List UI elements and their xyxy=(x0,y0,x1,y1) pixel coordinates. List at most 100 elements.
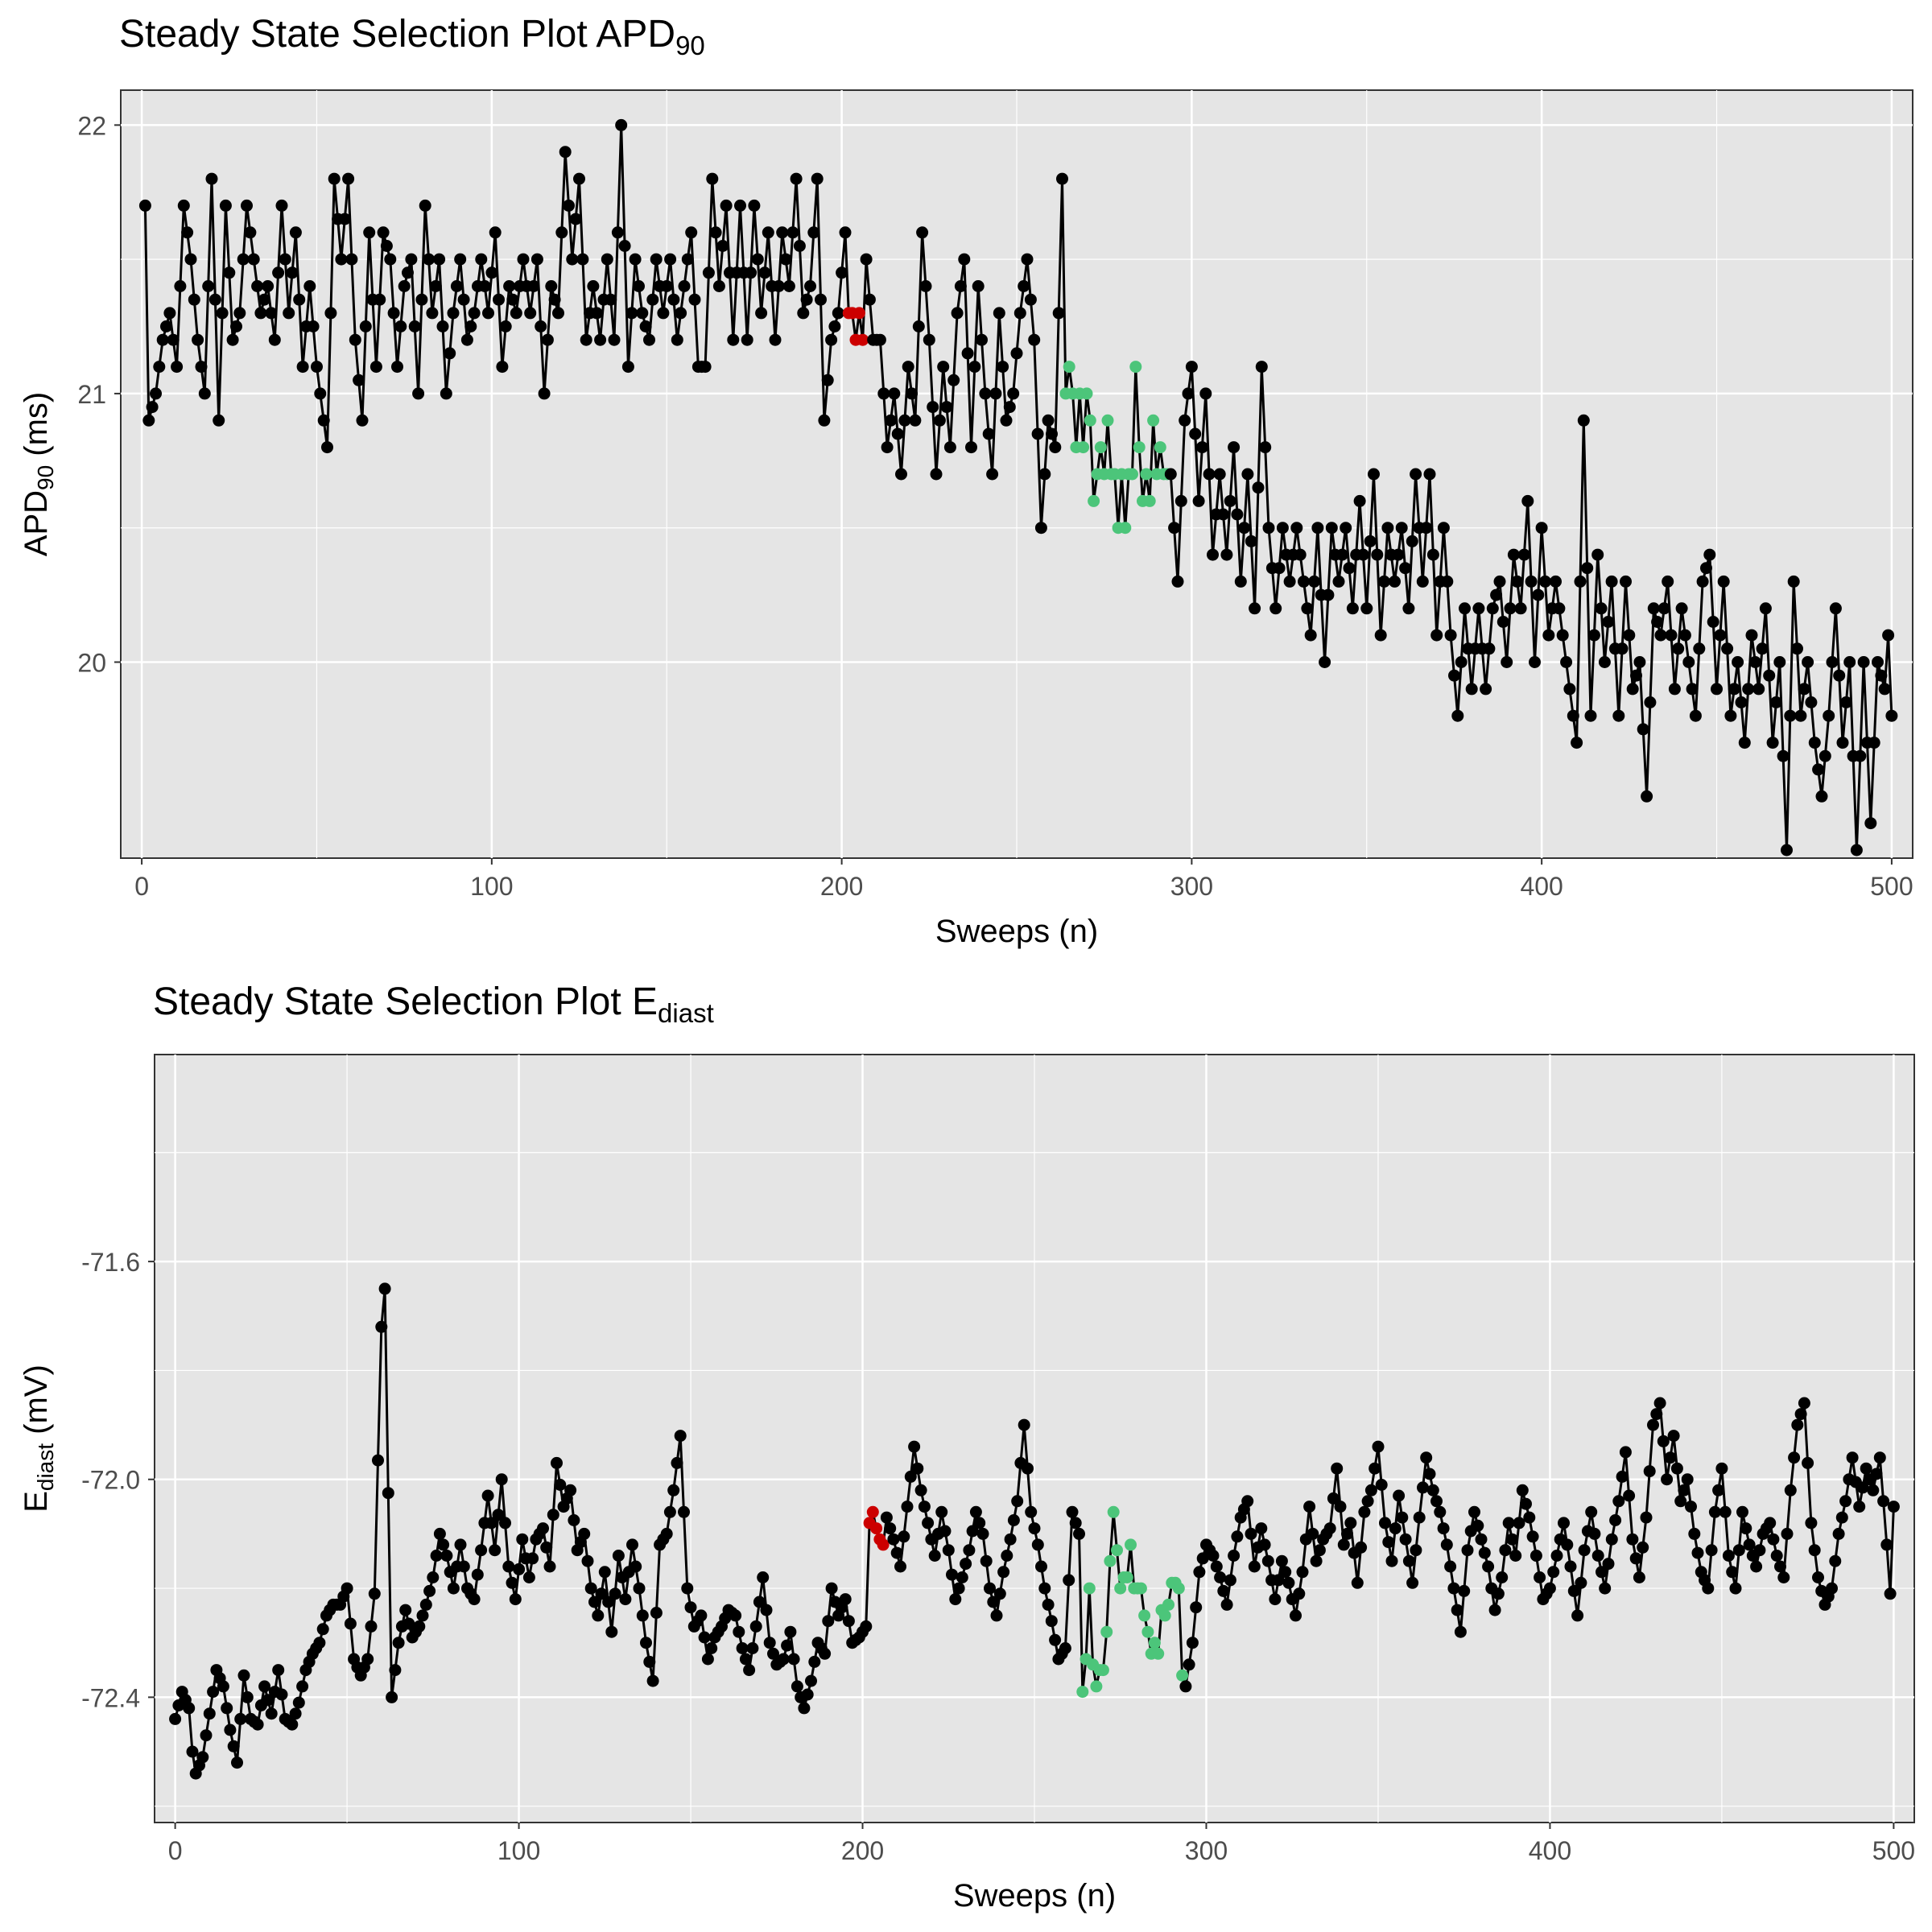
apd90-data-point xyxy=(1711,683,1723,696)
ediast-data-point xyxy=(633,1582,646,1595)
ediast-ylabel-subscript: diast xyxy=(33,1443,58,1491)
ediast-data-point xyxy=(540,1541,553,1554)
apd90-data-point xyxy=(1416,575,1429,588)
apd90-highlight-green-point xyxy=(1084,414,1096,427)
apd90-data-point xyxy=(702,266,715,279)
apd90-data-point xyxy=(1651,616,1664,628)
apd90-data-point xyxy=(541,333,554,346)
apd90-data-point xyxy=(1644,696,1657,708)
apd90-data-point xyxy=(1647,602,1660,615)
ediast-data-point xyxy=(1530,1550,1542,1562)
ediast-data-point xyxy=(1207,1550,1220,1562)
apd90-data-point xyxy=(1220,548,1233,561)
ediast-data-point xyxy=(475,1544,488,1557)
ediast-data-point xyxy=(663,1505,676,1518)
ediast-data-point xyxy=(1272,1574,1285,1587)
ediast-data-point xyxy=(1461,1544,1474,1557)
apd90-data-point xyxy=(1182,387,1195,400)
apd90-data-point xyxy=(909,414,922,427)
apd90-data-point xyxy=(587,280,600,292)
apd90-data-point xyxy=(1839,696,1852,708)
ediast-data-point xyxy=(1712,1484,1725,1496)
ediast-chart: Steady State Selection Plot Ediast -72.4… xyxy=(19,980,1915,1913)
ediast-data-point xyxy=(1364,1484,1377,1496)
apd90-data-point xyxy=(289,226,302,239)
ediast-highlight-green-point xyxy=(1162,1598,1174,1611)
ediast-data-point xyxy=(819,1647,832,1660)
apd90-data-point xyxy=(1885,709,1898,722)
apd90-data-point xyxy=(916,226,929,239)
ediast-data-point xyxy=(1045,1615,1058,1628)
apd90-data-point xyxy=(1483,642,1496,655)
apd90-data-point xyxy=(751,253,764,266)
apd90-data-point xyxy=(912,320,925,332)
apd90-data-point xyxy=(226,333,239,346)
ediast-data-point xyxy=(952,1582,965,1595)
ediast-data-point xyxy=(447,1582,460,1595)
ediast-data-point xyxy=(918,1501,931,1513)
ediast-data-point xyxy=(914,1484,927,1496)
ediast-data-point xyxy=(1585,1505,1598,1518)
ediast-data-point xyxy=(602,1596,615,1608)
ediast-data-point xyxy=(522,1571,535,1583)
apd90-data-point xyxy=(1346,602,1359,615)
apd90-data-point xyxy=(1686,683,1699,696)
ediast-data-point xyxy=(1402,1554,1415,1567)
apd90-data-point xyxy=(769,333,782,346)
ediast-data-point xyxy=(341,1582,353,1595)
apd90-data-point xyxy=(503,280,516,292)
apd90-data-point xyxy=(527,280,540,292)
apd90-highlight-green-point xyxy=(1077,441,1090,454)
ediast-data-point xyxy=(1596,1566,1608,1579)
apd90-data-point xyxy=(1049,441,1062,454)
ediast-data-point xyxy=(887,1533,900,1546)
ediast-x-tick-label: 200 xyxy=(841,1836,884,1865)
apd90-data-point xyxy=(1021,253,1034,266)
ediast-data-point xyxy=(660,1527,673,1540)
apd90-data-point xyxy=(1598,656,1611,668)
apd90-data-point xyxy=(1493,575,1506,588)
ediast-data-point xyxy=(1066,1505,1079,1518)
ediast-highlight-green-point xyxy=(1096,1664,1109,1677)
ediast-data-point xyxy=(1571,1609,1584,1622)
apd90-data-point xyxy=(1802,656,1814,668)
ediast-data-point xyxy=(1715,1462,1728,1475)
apd90-data-point xyxy=(1539,575,1551,588)
ediast-data-point xyxy=(839,1593,852,1606)
apd90-data-point xyxy=(1252,481,1265,494)
ediast-data-point xyxy=(1341,1527,1353,1540)
ediast-data-point xyxy=(1417,1481,1429,1494)
apd90-data-point xyxy=(538,387,551,400)
apd90-data-point xyxy=(615,118,628,131)
apd90-data-point xyxy=(1620,575,1632,588)
apd90-data-point xyxy=(1665,629,1678,642)
apd90-data-point xyxy=(1567,709,1579,722)
ediast-data-point xyxy=(1667,1430,1680,1443)
apd90-data-point xyxy=(1245,535,1257,547)
ediast-data-point xyxy=(241,1690,254,1703)
ediast-data-point xyxy=(183,1702,196,1715)
ediast-data-point xyxy=(402,1617,415,1630)
apd90-data-point xyxy=(1217,508,1229,521)
apd90-data-point xyxy=(825,333,838,346)
apd90-data-point xyxy=(1798,683,1810,696)
apd90-data-point xyxy=(1189,427,1202,440)
apd90-data-point xyxy=(636,307,649,320)
apd90-data-point xyxy=(951,307,964,320)
ediast-data-point xyxy=(1770,1550,1783,1562)
apd90-data-point xyxy=(444,347,456,360)
ediast-highlight-green-point xyxy=(1076,1686,1089,1699)
ediast-data-point xyxy=(963,1544,976,1557)
ediast-data-point xyxy=(1629,1552,1642,1565)
apd90-data-point xyxy=(419,199,431,212)
ediast-data-point xyxy=(595,1587,608,1600)
apd90-data-point xyxy=(233,307,246,320)
ediast-data-point xyxy=(671,1456,683,1469)
apd90-data-point xyxy=(660,280,673,292)
apd90-data-point xyxy=(1815,790,1828,803)
apd90-data-point xyxy=(1238,522,1251,535)
ediast-data-point xyxy=(1534,1571,1546,1583)
apd90-data-point xyxy=(1241,468,1254,481)
apd90-data-point xyxy=(1818,749,1831,762)
apd90-data-point xyxy=(1332,575,1345,588)
